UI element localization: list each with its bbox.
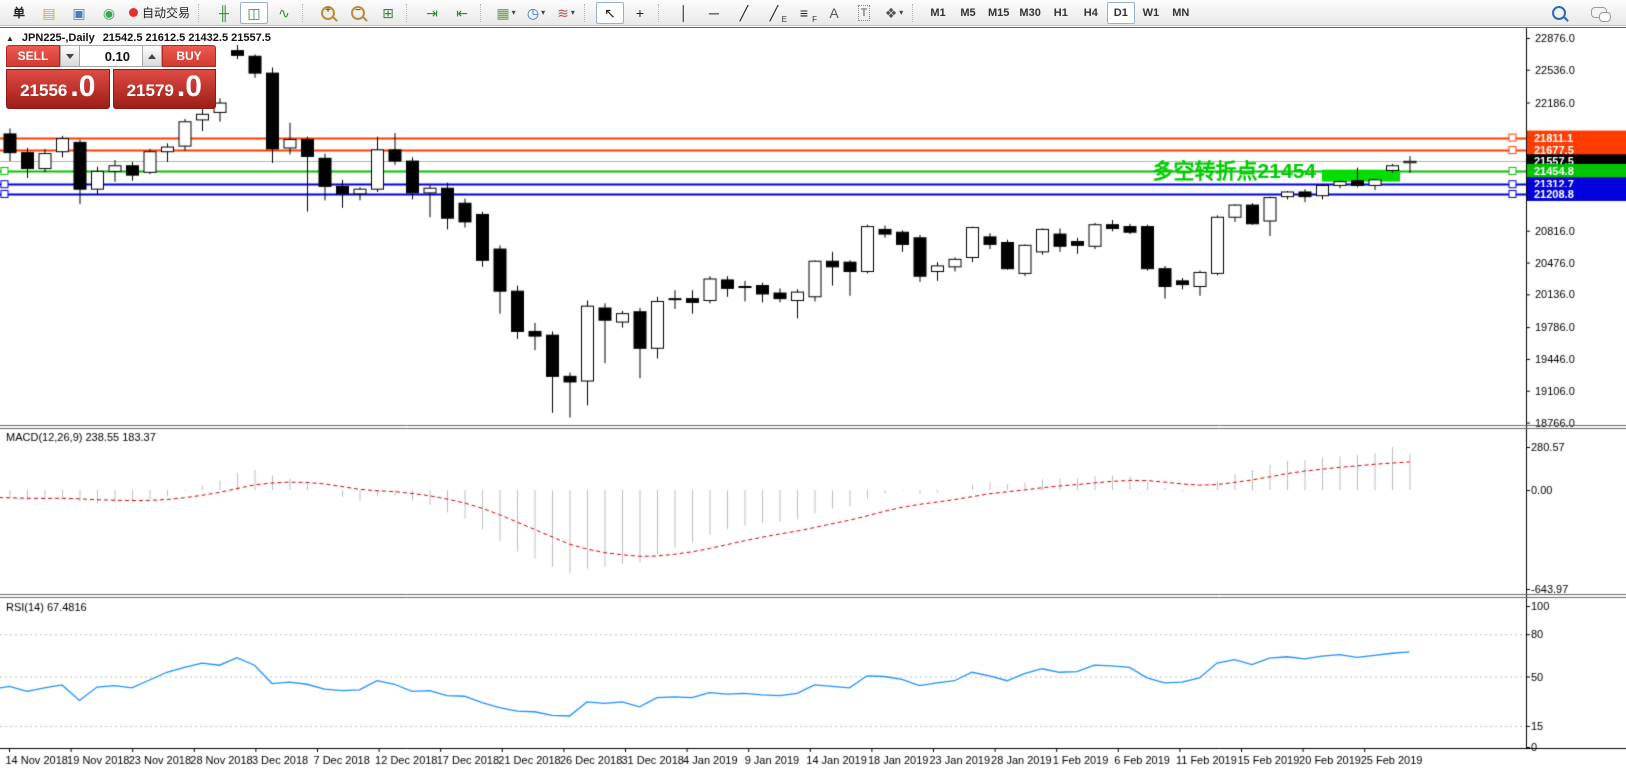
timeframe-h4[interactable]: H4 — [1083, 6, 1098, 19]
timeframe-w1[interactable]: W1 — [1142, 6, 1160, 19]
dropdown-caret-icon: ▾ — [570, 8, 575, 17]
buy-price-button[interactable]: 21579.0 — [112, 69, 216, 109]
equidistant-channel-icon[interactable]: ╱ E — [769, 4, 788, 24]
chart-ohlc-values: 21542.5 21612.5 21432.5 21557.5 — [102, 32, 271, 44]
new-order-button[interactable]: 单 — [12, 6, 25, 20]
crosshair-icon[interactable]: + — [626, 2, 654, 24]
bar-chart-icon[interactable]: ╫ — [210, 2, 238, 24]
sell-price-value: 21556 — [20, 81, 68, 100]
cursor-icon: ↖ — [604, 4, 616, 21]
trendline-icon[interactable]: ╱ — [730, 2, 758, 24]
timeframe-h1[interactable]: H1 — [1053, 6, 1068, 19]
signals-icon[interactable]: ◉ — [95, 2, 123, 24]
dropdown-caret-icon: ▾ — [541, 8, 546, 17]
buy-button[interactable]: BUY — [162, 45, 216, 67]
chart-title: ▲ JPN225-,Daily 21542.5 21612.5 21432.5 … — [6, 32, 271, 44]
horizontal-line-icon[interactable]: ─ — [700, 2, 728, 24]
line-chart-icon[interactable]: ∿ — [270, 2, 298, 24]
fibonacci-icon[interactable]: ≡ F — [799, 4, 818, 24]
market-watch-icon[interactable]: ▣ — [65, 2, 93, 24]
sell-price-pips: .0 — [70, 70, 96, 103]
chat-icon[interactable] — [1585, 2, 1613, 24]
text-label-icon[interactable]: T — [850, 2, 878, 24]
dropdown-caret-icon: ▾ — [511, 8, 516, 17]
vertical-line-icon[interactable]: │ — [670, 2, 698, 24]
periods-icon: ◷ — [526, 4, 540, 21]
buy-price-value: 21579 — [126, 81, 174, 100]
timeframe-m1[interactable]: M1 — [930, 6, 946, 19]
timeframe-d1[interactable]: D1 — [1106, 1, 1135, 24]
zoom-out-icon: − — [351, 5, 366, 20]
auto-scroll-icon[interactable]: ⇥ — [418, 2, 446, 24]
indicators-icon[interactable]: ≋ ▾ — [552, 2, 580, 24]
toolbar-separator — [658, 3, 666, 22]
crosshair-icon: + — [635, 4, 645, 21]
chart-history-icon[interactable]: ▤ — [35, 2, 63, 24]
fibonacci-icon: ≡ — [799, 4, 809, 21]
zoom-in-icon[interactable]: + — [314, 2, 342, 24]
search-icon[interactable] — [1545, 2, 1573, 24]
buy-price-pips: .0 — [176, 70, 202, 103]
horizontal-line-icon: ─ — [709, 4, 719, 21]
text-icon: A — [829, 4, 839, 21]
signals-icon: ◉ — [102, 4, 116, 21]
trendline-icon: ╱ — [739, 4, 749, 21]
auto-scroll-icon: ⇥ — [426, 4, 438, 21]
chart-symbol-label: JPN225-,Daily — [21, 32, 95, 44]
timeframe-m5[interactable]: M5 — [960, 6, 976, 19]
sell-button[interactable]: SELL — [6, 45, 60, 67]
chat-icon — [1591, 7, 1611, 22]
volume-input[interactable]: 0.10 — [80, 45, 142, 67]
timeframe-m15[interactable]: M15 — [988, 6, 1010, 19]
equidistant-channel-icon: ╱ — [769, 4, 779, 21]
candlestick-chart-icon[interactable]: ◫ — [240, 1, 269, 24]
search-icon — [1552, 5, 1566, 20]
arrows-icon: ❖ — [884, 4, 898, 21]
toolbar-separator — [302, 3, 310, 22]
periods-icon[interactable]: ◷ ▾ — [522, 2, 550, 24]
sell-price-button[interactable]: 21556.0 — [6, 69, 110, 109]
chart-history-icon: ▤ — [42, 4, 56, 21]
toolbar-separator — [198, 3, 206, 22]
line-chart-icon: ∿ — [278, 4, 290, 21]
volume-decrease-button[interactable] — [60, 45, 80, 67]
bar-chart-icon: ╫ — [219, 4, 229, 21]
toolbar: 单 ▤ ▣ ◉ 自动交易 ╫ ◫ ∿ + − ⊞ ⇥ ⇤ ▦ ▾ ◷ ▾ ≋ ▾ ↖ + │ ─ ╱ ╱ E ≡ F A T ❖ ▾ M1 M5 M… — [0, 0, 1626, 26]
tile-windows-icon: ⊞ — [382, 4, 394, 21]
volume-increase-button[interactable] — [142, 45, 162, 67]
text-icon[interactable]: A — [820, 2, 848, 24]
text-label-icon: T — [857, 4, 871, 21]
arrow-down-icon — [66, 53, 74, 59]
one-click-trading-panel: SELL 0.10 BUY 21556.0 21579.0 — [6, 45, 216, 109]
collapse-panel-icon[interactable]: ▲ — [6, 33, 14, 43]
chart-window: ▲ JPN225-,Daily 21542.5 21612.5 21432.5 … — [0, 27, 1626, 773]
chart-canvas[interactable] — [0, 28, 1626, 773]
arrows-icon[interactable]: ❖ ▾ — [880, 2, 908, 24]
candlestick-chart-icon: ◫ — [247, 4, 261, 21]
zoom-out-icon[interactable]: − — [344, 2, 372, 24]
arrow-up-icon — [148, 53, 156, 59]
toolbar-separator — [480, 3, 488, 22]
tile-windows-icon[interactable]: ⊞ — [374, 2, 402, 24]
templates-icon[interactable]: ▦ ▾ — [492, 2, 520, 24]
chart-shift-icon: ⇤ — [456, 4, 468, 21]
cursor-icon[interactable]: ↖ — [596, 1, 625, 24]
toolbar-separator — [912, 3, 920, 22]
market-watch-icon: ▣ — [72, 4, 86, 21]
templates-icon: ▦ — [496, 4, 510, 21]
timeframe-mn[interactable]: MN — [1172, 6, 1190, 19]
indicators-icon: ≋ — [557, 4, 569, 21]
toolbar-separator — [406, 3, 414, 22]
dropdown-caret-icon: ▾ — [899, 8, 904, 17]
autotrading-status-icon — [129, 8, 138, 17]
autotrading-button[interactable]: 自动交易 — [125, 2, 194, 24]
chart-shift-icon[interactable]: ⇤ — [448, 2, 476, 24]
toolbar-separator — [584, 3, 592, 22]
vertical-line-icon: │ — [679, 4, 689, 21]
timeframe-m30[interactable]: M30 — [1019, 6, 1041, 19]
zoom-in-icon: + — [321, 5, 336, 20]
toolbar-right-icons — [1544, 2, 1622, 24]
